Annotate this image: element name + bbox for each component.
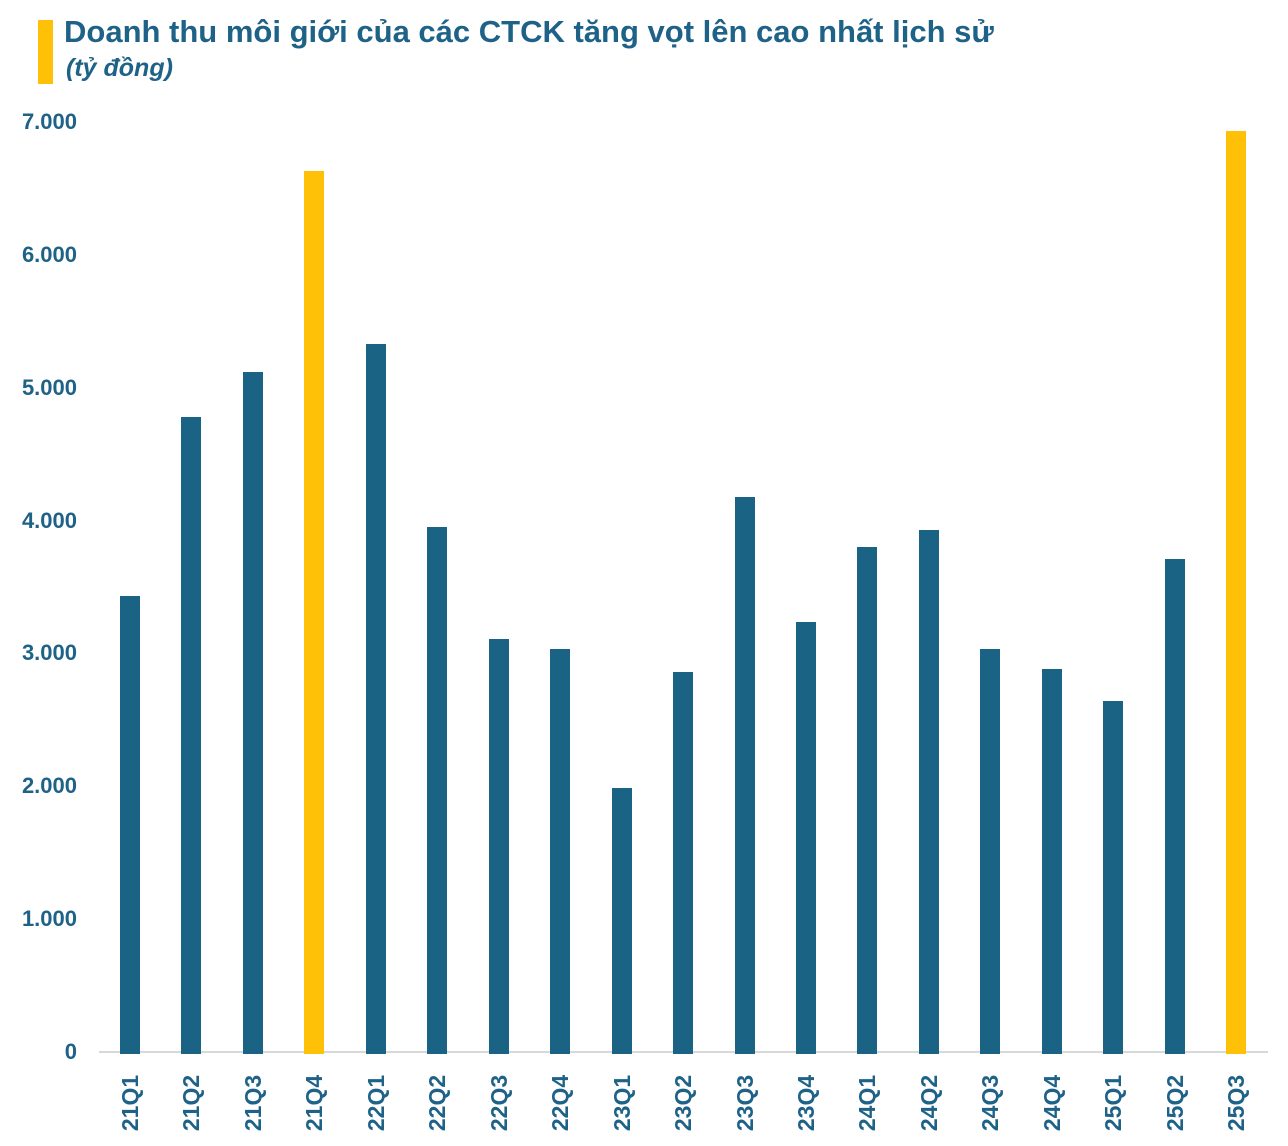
x-axis-category-label: 23Q4 <box>792 1074 819 1132</box>
x-axis-category-label: 24Q3 <box>977 1074 1004 1132</box>
x-axis-category-label: 25Q3 <box>1223 1074 1250 1132</box>
x-axis-category-label: 21Q1 <box>117 1074 143 1132</box>
x-axis-category-label: 23Q1 <box>608 1074 635 1132</box>
bar-23Q1 <box>611 787 632 1054</box>
chart-unit-label: (tỷ đồng) <box>66 54 173 82</box>
bar-22Q1 <box>365 343 386 1054</box>
y-axis-tick-label: 5.000 <box>21 374 77 400</box>
x-axis-category-label: 24Q2 <box>915 1074 942 1132</box>
bar-22Q3 <box>488 638 509 1054</box>
x-axis-category-label: 22Q1 <box>362 1074 389 1132</box>
x-axis-category-label: 23Q3 <box>731 1074 758 1132</box>
chart-title: Doanh thu môi giới của các CTCK tăng vọt… <box>64 14 994 49</box>
y-axis-tick-label: 3.000 <box>21 640 77 666</box>
y-axis-tick-label: 4.000 <box>21 507 77 533</box>
bar-22Q2 <box>427 527 448 1054</box>
x-axis-category-label: 21Q3 <box>239 1074 266 1132</box>
bar-23Q4 <box>795 621 816 1054</box>
x-axis-category-label: 21Q2 <box>178 1074 205 1132</box>
bar-24Q3 <box>980 649 1001 1054</box>
bar-22Q4 <box>550 649 571 1054</box>
bar-21Q1 <box>120 596 140 1054</box>
bar-23Q3 <box>734 496 755 1054</box>
bar-24Q2 <box>918 529 939 1054</box>
x-axis-category-label: 23Q2 <box>670 1074 697 1132</box>
y-axis-tick-label: 7.000 <box>21 109 77 134</box>
y-axis-tick-label: 1.000 <box>21 906 77 932</box>
bar-23Q2 <box>673 672 694 1054</box>
x-axis-category-label: 21Q4 <box>301 1074 328 1132</box>
bar-21Q2 <box>181 416 202 1054</box>
x-axis-category-label: 22Q4 <box>547 1074 574 1132</box>
x-axis-category-label: 22Q2 <box>424 1074 451 1132</box>
bar-25Q2 <box>1164 559 1185 1054</box>
bar-21Q3 <box>242 371 263 1054</box>
bar-25Q1 <box>1103 701 1124 1054</box>
title-accent-bar <box>38 20 53 84</box>
y-axis-tick-label: 0 <box>64 1039 77 1064</box>
bar-24Q4 <box>1041 669 1062 1054</box>
x-axis-category-label: 22Q3 <box>485 1074 512 1132</box>
bar-25Q3 <box>1226 131 1247 1054</box>
x-axis-category-label: 24Q1 <box>854 1074 881 1132</box>
bar-21Q4 <box>304 171 325 1054</box>
bar-24Q1 <box>857 547 878 1054</box>
y-axis-tick-label: 2.000 <box>21 773 77 799</box>
y-axis-tick-label: 6.000 <box>21 241 77 267</box>
x-axis-category-label: 25Q1 <box>1100 1074 1127 1132</box>
x-axis-category-label: 24Q4 <box>1038 1074 1065 1132</box>
x-axis-category-label: 25Q2 <box>1161 1074 1188 1132</box>
